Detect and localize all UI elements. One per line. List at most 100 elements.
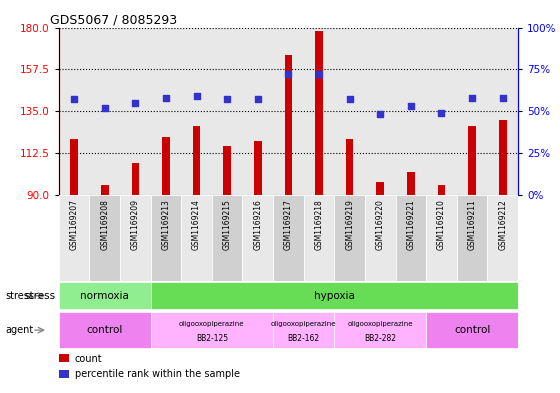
Text: GSM1169220: GSM1169220 xyxy=(376,199,385,250)
Bar xyxy=(193,126,200,195)
Point xyxy=(498,94,507,101)
Text: control: control xyxy=(454,325,490,335)
Bar xyxy=(120,28,151,195)
Bar xyxy=(395,28,426,195)
Bar xyxy=(376,182,384,195)
Text: GSM1169207: GSM1169207 xyxy=(69,199,78,250)
Text: BB2-282: BB2-282 xyxy=(364,334,396,343)
Bar xyxy=(151,283,518,309)
Bar xyxy=(499,120,506,195)
Bar xyxy=(395,195,426,281)
Point xyxy=(192,93,201,99)
Text: control: control xyxy=(87,325,123,335)
Text: GSM1169211: GSM1169211 xyxy=(468,199,477,250)
Text: GSM1169213: GSM1169213 xyxy=(161,199,170,250)
Point xyxy=(376,111,385,118)
Point xyxy=(468,94,477,101)
Bar xyxy=(426,195,457,281)
Bar xyxy=(457,195,487,281)
Text: GSM1169216: GSM1169216 xyxy=(253,199,262,250)
Bar xyxy=(132,163,139,195)
Bar xyxy=(223,146,231,195)
Bar xyxy=(212,28,242,195)
Bar xyxy=(59,354,69,362)
Bar xyxy=(90,195,120,281)
Text: oligooxopiperazine: oligooxopiperazine xyxy=(271,321,337,327)
Text: oligooxopiperazine: oligooxopiperazine xyxy=(348,321,413,327)
Bar xyxy=(101,185,109,195)
Bar xyxy=(151,312,273,348)
Bar xyxy=(346,139,353,195)
Text: GDS5067 / 8085293: GDS5067 / 8085293 xyxy=(50,13,177,26)
Bar xyxy=(426,28,457,195)
Bar xyxy=(315,31,323,195)
Bar xyxy=(212,195,242,281)
Bar xyxy=(242,28,273,195)
Text: GSM1169219: GSM1169219 xyxy=(345,199,354,250)
Bar xyxy=(487,195,518,281)
Bar xyxy=(334,28,365,195)
Bar xyxy=(273,312,334,348)
Bar xyxy=(426,312,518,348)
Bar xyxy=(487,28,518,195)
Bar xyxy=(151,28,181,195)
Text: BB2-162: BB2-162 xyxy=(288,334,320,343)
Text: stress: stress xyxy=(6,291,35,301)
Text: GSM1169208: GSM1169208 xyxy=(100,199,109,250)
Text: GSM1169215: GSM1169215 xyxy=(223,199,232,250)
Bar xyxy=(457,28,487,195)
Bar xyxy=(365,28,395,195)
Point xyxy=(69,96,78,103)
Bar xyxy=(273,195,304,281)
Bar xyxy=(59,370,69,378)
Bar xyxy=(304,28,334,195)
Bar xyxy=(254,141,262,195)
Bar xyxy=(468,126,476,195)
Text: GSM1169217: GSM1169217 xyxy=(284,199,293,250)
Bar xyxy=(90,28,120,195)
Text: hypoxia: hypoxia xyxy=(314,291,354,301)
Bar xyxy=(407,172,414,195)
Text: GSM1169218: GSM1169218 xyxy=(315,199,324,250)
Text: normoxia: normoxia xyxy=(80,291,129,301)
Text: stress: stress xyxy=(25,291,56,301)
Text: GSM1169210: GSM1169210 xyxy=(437,199,446,250)
Text: GSM1169221: GSM1169221 xyxy=(407,199,416,250)
Bar xyxy=(438,185,445,195)
Bar xyxy=(242,195,273,281)
Bar xyxy=(304,195,334,281)
Text: count: count xyxy=(75,354,102,364)
Point xyxy=(161,94,170,101)
Point xyxy=(407,103,416,109)
Point xyxy=(284,71,293,77)
Bar xyxy=(365,195,395,281)
Bar xyxy=(59,312,151,348)
Bar xyxy=(120,195,151,281)
Bar xyxy=(71,139,78,195)
Bar xyxy=(273,28,304,195)
Bar xyxy=(181,195,212,281)
Bar xyxy=(151,195,181,281)
Point xyxy=(100,105,109,111)
Text: GSM1169209: GSM1169209 xyxy=(131,199,140,250)
Bar xyxy=(334,195,365,281)
Text: percentile rank within the sample: percentile rank within the sample xyxy=(75,369,240,379)
Text: oligooxopiperazine: oligooxopiperazine xyxy=(179,321,245,327)
Bar xyxy=(334,312,426,348)
Point xyxy=(223,96,232,103)
Bar xyxy=(59,28,90,195)
Text: GSM1169212: GSM1169212 xyxy=(498,199,507,250)
Bar xyxy=(181,28,212,195)
Point xyxy=(437,110,446,116)
Text: agent: agent xyxy=(6,325,34,335)
Text: BB2-125: BB2-125 xyxy=(196,334,228,343)
Point xyxy=(253,96,262,103)
Point xyxy=(315,71,324,77)
Bar xyxy=(59,195,90,281)
Text: GSM1169214: GSM1169214 xyxy=(192,199,201,250)
Bar xyxy=(284,55,292,195)
Bar xyxy=(59,283,151,309)
Bar xyxy=(162,137,170,195)
Point xyxy=(345,96,354,103)
Point xyxy=(131,99,140,106)
